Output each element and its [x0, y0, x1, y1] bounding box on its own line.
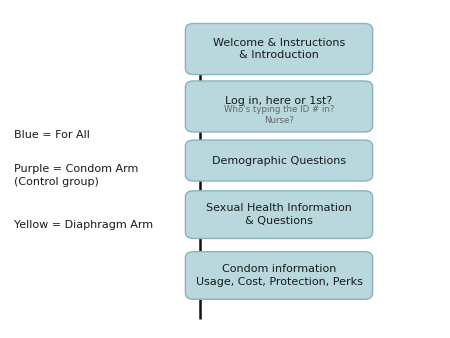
FancyBboxPatch shape [185, 24, 373, 75]
Text: Demographic Questions: Demographic Questions [212, 155, 346, 166]
FancyBboxPatch shape [185, 140, 373, 181]
FancyBboxPatch shape [185, 251, 373, 299]
Text: Welcome & Instructions
& Introduction: Welcome & Instructions & Introduction [213, 38, 345, 61]
FancyBboxPatch shape [185, 191, 373, 239]
Text: Blue = For All: Blue = For All [14, 130, 90, 140]
FancyBboxPatch shape [185, 81, 373, 132]
Text: Condom information
Usage, Cost, Protection, Perks: Condom information Usage, Cost, Protecti… [196, 264, 362, 287]
Text: Who's typing the ID # in?
Nurse?: Who's typing the ID # in? Nurse? [224, 105, 334, 125]
Text: Yellow = Diaphragm Arm: Yellow = Diaphragm Arm [14, 220, 153, 230]
Text: Purple = Condom Arm
(Control group): Purple = Condom Arm (Control group) [14, 164, 138, 187]
Text: Sexual Health Information
& Questions: Sexual Health Information & Questions [206, 203, 352, 226]
Text: Log in, here or 1st?: Log in, here or 1st? [225, 96, 333, 106]
